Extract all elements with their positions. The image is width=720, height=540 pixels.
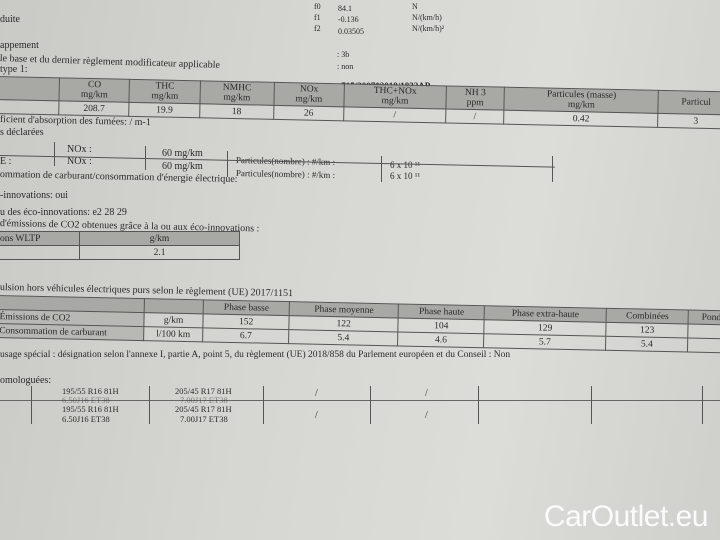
rim-size: 7.00J17 ET38 — [180, 414, 228, 424]
rim-size: 6.50J16 ET38 — [62, 414, 110, 424]
col-gkm: g/km — [79, 231, 240, 246]
tyre-size: 195/55 R16 81H — [62, 404, 119, 414]
f1-value: -0.136 — [338, 15, 359, 24]
declared-label: s déclarées — [0, 127, 44, 138]
f0-value: 84.1 — [338, 4, 352, 13]
tyre-size: 195/55 R16 81H — [62, 386, 119, 396]
cell: 26 — [273, 105, 345, 121]
cell: 5.4 — [288, 329, 399, 346]
cell: 208.7 — [58, 100, 130, 117]
rim-size: 6.50J16 ET38 — [62, 395, 110, 405]
col-weighted: Pond — [688, 310, 720, 325]
cell: / — [315, 410, 318, 421]
value-3b: : 3b — [337, 50, 350, 59]
f1-label: f1 — [314, 13, 321, 22]
heading: le base et du dernier règlement modifica… — [0, 53, 221, 71]
particles-value: 6 x 10 ¹¹ — [390, 171, 421, 181]
col-thc: THC mg/km — [129, 79, 201, 104]
tyres-title: omologuées: — [0, 375, 52, 386]
cell: / — [425, 388, 428, 399]
cell: / — [445, 108, 505, 125]
row-label: Consommation de carburant — [0, 323, 144, 341]
col-thc-nox: THC+NOx mg/km — [344, 83, 447, 109]
wltp-table: Phase basse Phase moyenne Phase haute Ph… — [0, 295, 720, 353]
f2-unit: N/(km/h)² — [412, 24, 445, 33]
nox-label: NOx : — [67, 156, 92, 167]
nox-value: 60 mg/km — [162, 161, 203, 172]
col-nh3: NH 3 ppm — [445, 85, 505, 111]
eco-table: ons WLTP g/km 2.1 — [0, 231, 240, 260]
special-use: usage spécial : désignation selon l'anne… — [0, 350, 511, 360]
rim-size: 7.00J17 ET38 — [180, 395, 228, 405]
col-particles: Particul — [658, 90, 720, 115]
f2-value: 0.03505 — [338, 27, 364, 36]
f2-label: f2 — [314, 24, 321, 33]
value-non: : non — [337, 62, 354, 71]
cell: / — [425, 410, 428, 421]
col-co: CO mg/km — [58, 77, 130, 103]
particles-label: Particules(nombre) : #/km : — [235, 168, 336, 181]
divider — [0, 400, 720, 401]
nox-value: 60 mg/km — [162, 148, 203, 159]
eco-line: u des éco-innovations: e2 28 29 — [0, 207, 127, 218]
heading: appement — [0, 40, 39, 51]
watermark-logo: CarOutlet.eu — [543, 500, 709, 533]
nox-label: NOx : — [67, 144, 92, 155]
cell: 6.7 — [202, 327, 290, 344]
f0-label: f0 — [314, 2, 321, 11]
cell: 19.9 — [129, 102, 200, 118]
tyre-size: 205/45 R17 81H — [175, 386, 232, 396]
heading: type 1: — [0, 64, 28, 75]
cell: l/100 km — [143, 326, 203, 342]
text-line: duite — [0, 14, 20, 25]
particles-value: 6 x 10 ¹¹ — [390, 160, 421, 170]
cell — [687, 338, 720, 353]
tyre-size: 205/45 R17 81H — [175, 404, 232, 414]
col-nox: NOx mg/km — [273, 82, 345, 107]
col-wltp: ons WLTP — [0, 231, 80, 246]
cell — [688, 324, 720, 339]
cell: 5.4 — [605, 336, 689, 353]
eco-line: -innovations: oui — [0, 190, 69, 201]
cell: 5.7 — [483, 333, 606, 351]
cell: 18 — [199, 103, 274, 120]
cell: 3 — [657, 113, 720, 129]
cell: 0.42 — [504, 110, 659, 128]
eco-value: 2.1 — [79, 245, 240, 260]
col-nmhc: NMHC mg/km — [199, 80, 275, 106]
cell: / — [343, 106, 446, 123]
row-label: E : — [0, 156, 12, 167]
cell: 4.6 — [397, 331, 485, 348]
cell: / — [315, 388, 318, 399]
f1-unit: N/(km/h) — [412, 13, 442, 22]
col-particles-mass: Particules (masse) mg/km — [504, 87, 659, 114]
cell: g/km — [143, 312, 204, 328]
f0-unit: N — [412, 2, 418, 11]
